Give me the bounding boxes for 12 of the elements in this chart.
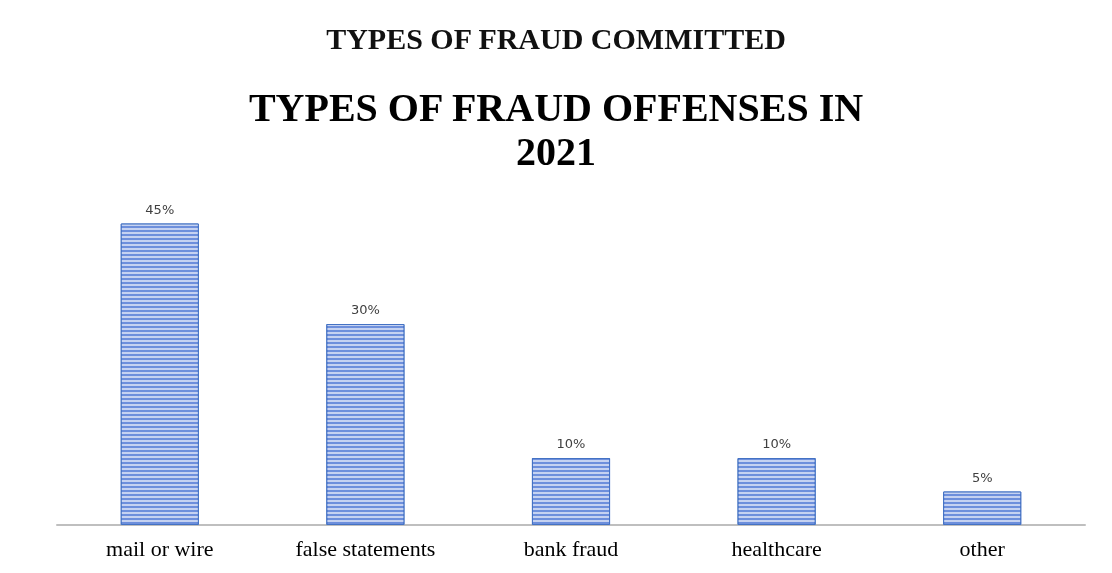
- data-label: 10%: [762, 436, 792, 451]
- x-tick-label: bank fraud: [523, 535, 619, 561]
- x-tick-label: other: [959, 535, 1006, 561]
- data-label: 30%: [350, 302, 380, 317]
- data-label: 10%: [556, 436, 586, 451]
- chart-subtitle: TYPES OF FRAUD OFFENSES IN 2021: [248, 84, 864, 174]
- x-tick-label: false statements: [295, 535, 436, 561]
- chart-title: TYPES OF FRAUD COMMITTED: [326, 21, 786, 55]
- x-tick-label: healthcare: [731, 535, 822, 561]
- data-label: 5%: [971, 469, 993, 485]
- x-tick-label: mail or wire: [106, 535, 214, 561]
- data-label: 45%: [145, 201, 175, 217]
